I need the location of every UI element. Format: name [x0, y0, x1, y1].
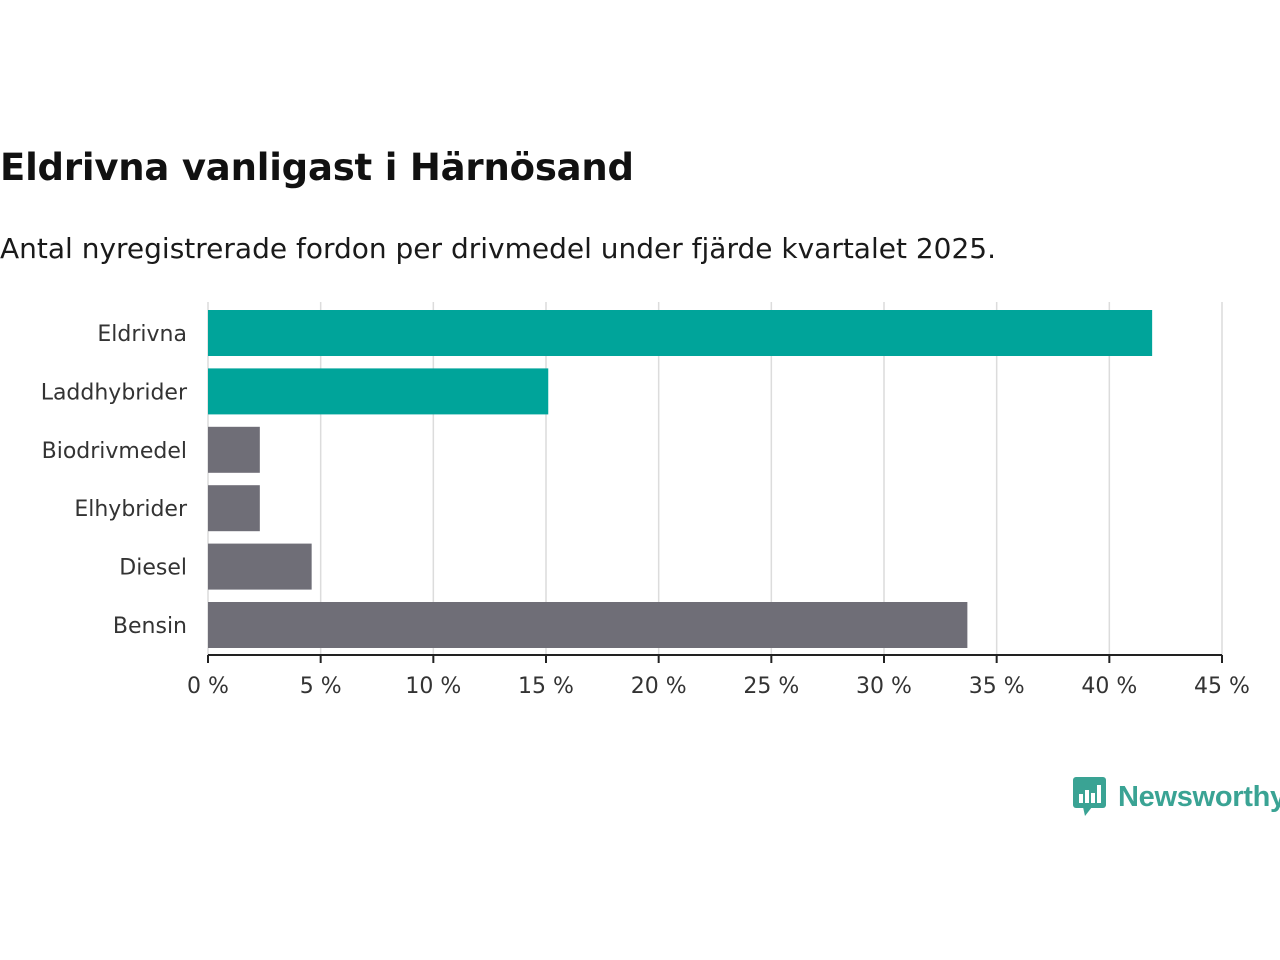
- x-tick-label: 0 %: [187, 674, 229, 699]
- category-label: Biodrivmedel: [42, 439, 187, 464]
- grid-lines: [207, 302, 1223, 655]
- chart-title: Eldrivna vanligast i Härnösand: [0, 146, 634, 189]
- bar: [208, 310, 1153, 356]
- category-label: Eldrivna: [97, 322, 187, 347]
- x-tick-label: 25 %: [743, 674, 799, 699]
- newsworthy-logo: Newsworthy: [1072, 776, 1280, 818]
- category-label: Laddhybrider: [41, 380, 188, 405]
- x-tick-label: 35 %: [969, 674, 1025, 699]
- newsworthy-logo-text: Newsworthy: [1118, 780, 1280, 813]
- newsworthy-logo-icon: [1073, 777, 1106, 816]
- category-label: Diesel: [119, 556, 187, 581]
- x-tick-label: 10 %: [405, 674, 461, 699]
- bar: [208, 368, 549, 415]
- x-axis: 0 % 5 % 10 % 15 % 20 % 25 % 30 % 35 % 40 % 45 %: [187, 654, 1250, 699]
- bars: [208, 310, 1153, 648]
- x-tick-label: 15 %: [518, 674, 574, 699]
- bar: [208, 602, 968, 648]
- category-labels: Eldrivna Laddhybrider Biodrivmedel Elhybrid…: [41, 322, 188, 639]
- bar: [208, 426, 260, 473]
- x-tick-label: 40 %: [1081, 674, 1137, 699]
- bar: [208, 485, 260, 532]
- chart-subtitle: Antal nyregistrerade fordon per drivmede…: [0, 232, 997, 265]
- bar: [208, 543, 312, 590]
- x-tick-label: 45 %: [1194, 674, 1250, 699]
- x-tick-label: 30 %: [856, 674, 912, 699]
- x-tick-label: 5 %: [300, 674, 342, 699]
- category-label: Elhybrider: [74, 497, 188, 522]
- x-tick-label: 20 %: [631, 674, 687, 699]
- category-label: Bensin: [113, 614, 187, 639]
